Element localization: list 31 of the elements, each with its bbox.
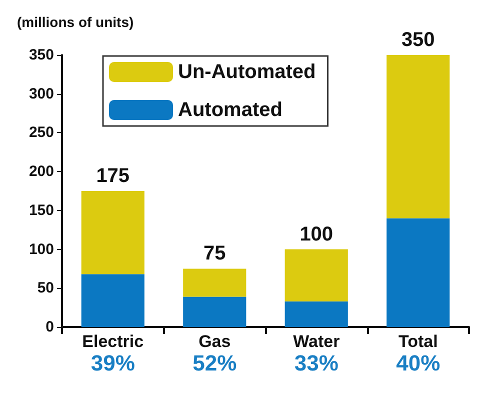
x-tick-label: Gas [198,332,231,351]
y-tick-label: 200 [28,163,54,180]
legend-label: Un-Automated [178,61,316,83]
y-tick-label: 0 [46,318,54,336]
total-label: 100 [300,223,334,246]
y-tick-label: 300 [28,85,54,102]
text: 40% [396,350,440,376]
y-tick-label: 100 [28,240,54,258]
y-tick-label: 250 [28,124,54,142]
text: 39% [90,350,135,376]
y-tick-label: 350 [28,46,54,64]
total-label: 350 [401,29,435,51]
x-tick-label: Electric [82,332,144,351]
bar [284,249,348,302]
y-tick-label: 150 [28,202,54,219]
x-tick-label: Water [293,332,340,351]
bar [386,218,450,327]
total-label: 75 [204,242,226,265]
legend-label: Automated [178,99,282,121]
x-tick-label: Total [398,332,438,351]
text: 33% [294,350,338,376]
bar [284,301,348,327]
y-axis-title: (millions of units) [17,14,134,30]
bar [183,268,246,297]
y-tick-label: 50 [37,280,54,297]
total-label: 175 [96,165,130,187]
text: 52% [192,350,237,376]
bar [386,55,450,218]
bar [81,191,144,274]
bar [81,274,144,327]
bar [183,296,246,327]
